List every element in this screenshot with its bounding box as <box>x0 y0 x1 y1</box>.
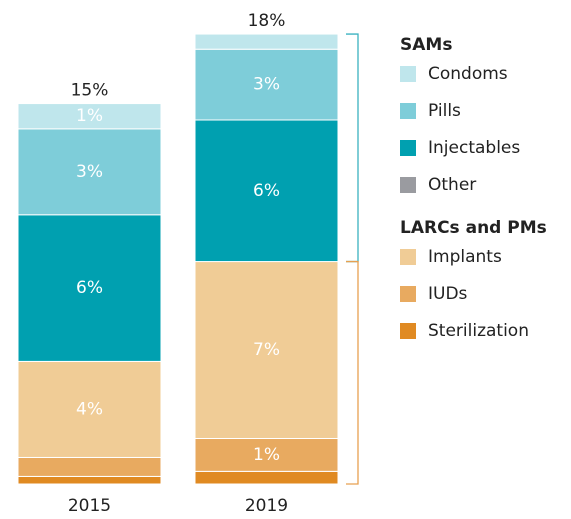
data-label: 1% <box>76 106 103 126</box>
data-label: 6% <box>76 278 103 298</box>
bar-segment <box>194 261 339 439</box>
legend-label: Injectables <box>428 138 520 158</box>
legend-swatch <box>400 177 416 193</box>
legend-swatch <box>400 140 416 156</box>
legend-title: SAMs <box>400 35 452 55</box>
bar-segment <box>194 119 339 263</box>
data-label: 3% <box>253 75 280 95</box>
data-label: 7% <box>253 340 280 360</box>
bar-segment <box>17 214 162 362</box>
legend-label: Implants <box>428 247 502 267</box>
legend-label: IUDs <box>428 284 468 304</box>
data-label: 4% <box>76 399 103 419</box>
bar-segment <box>194 48 339 121</box>
data-label: 6% <box>253 181 280 201</box>
legend-label: Sterilization <box>428 321 529 341</box>
bracket <box>346 33 359 263</box>
bar-segment <box>17 103 162 130</box>
x-tick-label: 2015 <box>68 496 111 516</box>
legend-label: Condoms <box>428 64 508 84</box>
legend-swatch <box>400 66 416 82</box>
bracket <box>346 260 359 485</box>
legend-swatch <box>400 286 416 302</box>
bar-segment <box>194 438 339 472</box>
total-label: 18% <box>248 11 286 31</box>
x-tick-label: 2019 <box>245 496 288 516</box>
data-label: 3% <box>76 162 103 182</box>
data-label: 1% <box>253 445 280 465</box>
legend-swatch <box>400 103 416 119</box>
total-label: 15% <box>71 81 109 101</box>
bar-segment <box>17 475 162 485</box>
bar-segment <box>17 456 162 477</box>
legend-label: Pills <box>428 101 461 121</box>
legend-label: Other <box>428 175 476 195</box>
legend-swatch <box>400 249 416 265</box>
bar-segment <box>17 360 162 458</box>
bar-segment <box>194 33 339 50</box>
legend-title: LARCs and PMs <box>400 218 547 238</box>
legend-swatch <box>400 323 416 339</box>
bar-segment <box>194 470 339 485</box>
